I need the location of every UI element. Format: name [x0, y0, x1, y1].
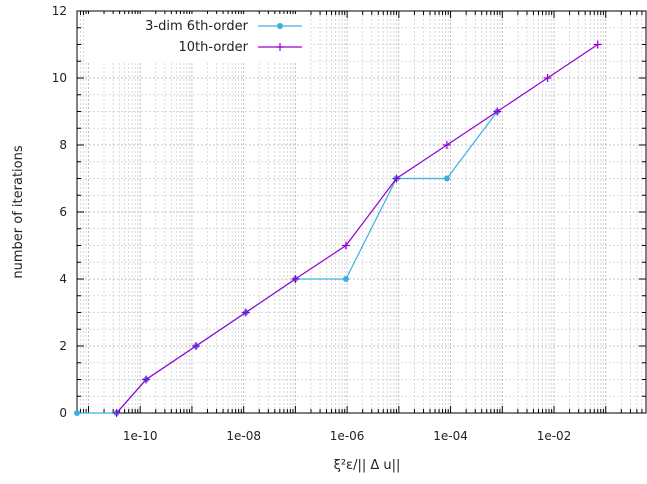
legend-label: 3-dim 6th-order	[145, 19, 248, 34]
x-axis-label: ξ²ε/|| Δ u||	[334, 458, 401, 473]
data-point	[442, 141, 451, 149]
y-tick-label: 10	[52, 71, 67, 85]
y-tick-label: 6	[59, 205, 67, 219]
y-tick-label: 2	[59, 339, 67, 353]
y-tick-label: 0	[59, 406, 67, 420]
data-point	[342, 276, 349, 282]
x-tick-label: 1e-02	[537, 429, 572, 443]
data-point	[443, 175, 450, 182]
data-point	[341, 241, 350, 250]
y-axis-label: number of iterations	[11, 145, 26, 278]
grid	[76, 10, 646, 414]
y-tick-label: 12	[52, 4, 67, 18]
data-point	[593, 40, 602, 49]
y-tick-label: 8	[59, 138, 67, 152]
x-tick-label: 1e-06	[330, 429, 365, 443]
legend-label: 10th-order	[179, 40, 249, 55]
x-tick-label: 1e-10	[123, 429, 158, 443]
legend-background	[84, 14, 310, 62]
data-point	[543, 74, 552, 82]
axis-ticks: 0 2 4 6 8 10 12 1e-10 1e-08 1e-06 1e-04 1e-02	[52, 4, 646, 443]
data-point	[493, 107, 502, 116]
x-tick-label: 1e-04	[433, 429, 468, 443]
legend-swatch-marker	[277, 23, 283, 29]
legend: 3-dim 6th-order 10th-order	[84, 14, 310, 62]
legend-item-2: 10th-order	[179, 40, 302, 55]
data-point	[192, 342, 201, 350]
series-layer	[74, 40, 602, 417]
data-point	[291, 275, 300, 283]
series-2	[112, 40, 602, 417]
y-tick-label: 4	[59, 272, 67, 286]
data-point	[74, 410, 80, 416]
data-point	[392, 174, 401, 183]
data-point	[142, 375, 151, 384]
legend-item-1: 3-dim 6th-order	[145, 19, 302, 34]
data-point	[241, 308, 250, 317]
x-tick-label: 1e-08	[226, 429, 261, 443]
data-point	[112, 409, 121, 417]
